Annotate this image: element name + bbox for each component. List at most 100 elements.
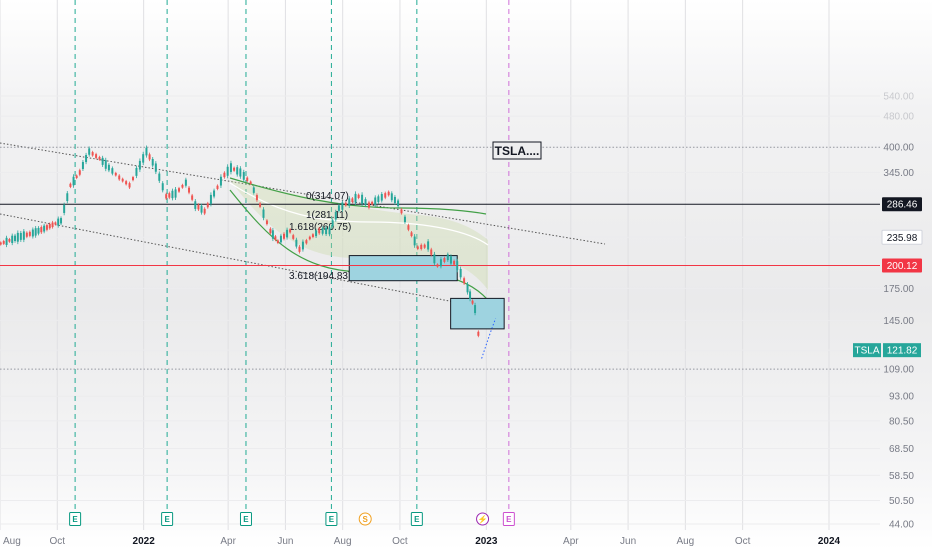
candle-body	[91, 152, 94, 156]
candle-body	[43, 225, 46, 232]
price-badge-bg	[883, 343, 921, 358]
price-tick-label: 480.00	[883, 112, 914, 123]
price-tick-label: 44.00	[889, 520, 914, 531]
candle-body	[334, 211, 337, 220]
price-tick-label: 400.00	[883, 143, 914, 154]
time-tick-label: Aug	[676, 536, 694, 547]
fib-level-label: 1.618(260.75)	[289, 222, 351, 233]
time-tick-label: Aug	[334, 536, 352, 547]
candle-body	[318, 228, 321, 234]
candle-body	[351, 198, 354, 202]
grid	[0, 0, 880, 530]
earnings-marker-glyph: E	[164, 515, 170, 524]
candle-body	[328, 227, 331, 235]
annotation-text: TSLA....	[495, 144, 540, 158]
candle-body	[72, 176, 75, 186]
candle-body	[60, 218, 63, 224]
candle-body	[242, 172, 245, 180]
candle-body	[229, 163, 232, 172]
earnings-marker-glyph: E	[243, 515, 249, 524]
candle-body	[400, 209, 403, 214]
candle-body	[151, 158, 154, 166]
price-tick-label: 145.00	[883, 316, 914, 327]
price-tick-label: 175.00	[883, 284, 914, 295]
candle-body	[393, 196, 396, 204]
candle-body	[63, 204, 66, 213]
candle-body	[34, 228, 37, 236]
candle-body	[474, 305, 477, 314]
candle-body	[292, 235, 295, 239]
split-marker-icon	[358, 512, 372, 526]
candle-body	[118, 175, 121, 180]
candle-body	[171, 190, 174, 199]
candle-body	[295, 239, 298, 247]
candle-body	[236, 167, 239, 175]
price-tick-label: 93.00	[889, 392, 914, 403]
candle-body	[274, 236, 277, 240]
candle-body	[439, 259, 442, 267]
earnings-marker-glyph: E	[414, 515, 420, 524]
time-tick-label: 2022	[133, 536, 156, 547]
candle-body	[471, 300, 474, 304]
candle-body	[25, 232, 28, 237]
candle-body	[154, 163, 157, 172]
time-tick-label: 2024	[818, 536, 841, 547]
candle-body	[377, 196, 380, 203]
support-zone-rect	[450, 297, 505, 330]
event-markers[interactable]: E E E E S E ⚡ E	[69, 512, 515, 526]
candle-body	[75, 175, 78, 179]
candle-body	[37, 227, 40, 234]
candle-body	[213, 190, 216, 197]
fib-level-label: 0(314.07)	[306, 191, 349, 202]
candle-body	[276, 240, 279, 243]
candle-body	[226, 166, 229, 176]
candle-body	[433, 254, 436, 264]
candle-body	[407, 225, 410, 230]
candle-body	[128, 183, 131, 188]
candle-body	[69, 183, 72, 187]
candle-body	[188, 187, 191, 193]
price-tick-label: 58.50	[889, 471, 914, 482]
earnings-marker-icon	[69, 512, 82, 526]
channel-lower-line	[0, 213, 471, 306]
projection-path	[481, 318, 497, 359]
text-annotation[interactable]: TSLA....	[492, 141, 542, 160]
candle-body	[98, 156, 101, 160]
candle-body	[165, 194, 168, 199]
candle-body	[57, 218, 60, 226]
earnings-marker-icon	[325, 512, 338, 526]
time-tick-label: Oct	[392, 536, 408, 547]
candle-body	[135, 167, 138, 176]
candle-body	[22, 231, 25, 240]
earnings-marker-icon	[410, 512, 423, 526]
candle-body	[259, 203, 262, 207]
candle-body	[344, 202, 347, 206]
candle-body	[11, 235, 14, 243]
candle-body	[364, 199, 367, 206]
candle-body	[413, 236, 416, 246]
time-axis[interactable]: Aug Oct 2022 Apr Jun Aug Oct 2023 Apr Jun Aug Oct 20…	[3, 536, 841, 547]
time-tick-label: Oct	[49, 536, 65, 547]
candle-body	[95, 154, 98, 158]
candle-body	[88, 148, 91, 155]
candle-body	[168, 193, 171, 198]
price-axis[interactable]: 540.00480.00400.00345.00290.00175.00145.…	[883, 92, 914, 531]
symbol-badge-bg	[853, 343, 881, 358]
channel-upper-line	[0, 142, 606, 245]
candle-body	[239, 168, 242, 177]
price-badge-label: 121.82	[887, 346, 918, 357]
candle-body	[315, 230, 318, 237]
candle-body	[469, 291, 472, 300]
fib-curve-top	[229, 177, 487, 215]
candle-body	[249, 181, 252, 184]
candle-body	[265, 220, 268, 225]
candle-body	[48, 224, 51, 229]
candle-body	[348, 198, 351, 206]
candle-body	[209, 194, 212, 204]
price-badge-bg	[882, 197, 922, 212]
candle-body	[184, 179, 187, 186]
candle-body	[463, 278, 466, 284]
candle-body	[374, 197, 377, 205]
price-badge-label: 286.46	[887, 200, 918, 211]
